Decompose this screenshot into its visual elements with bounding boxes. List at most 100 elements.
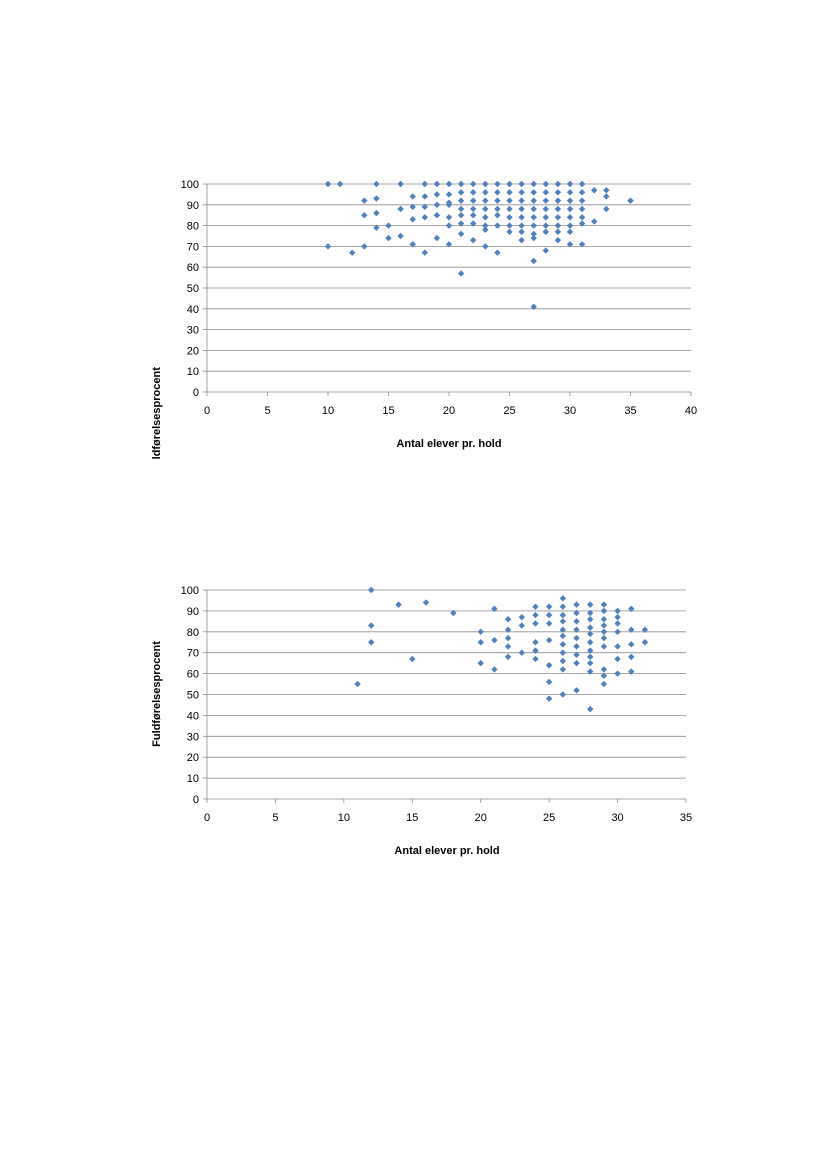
data-point: [518, 189, 525, 196]
data-point: [587, 668, 594, 675]
data-point: [603, 193, 610, 200]
x-tick-label: 30: [564, 405, 576, 417]
x-tick-label: 30: [611, 812, 623, 824]
data-point: [573, 609, 580, 617]
x-tick-label: 20: [475, 812, 487, 824]
data-point: [628, 668, 635, 675]
data-point: [530, 303, 537, 310]
data-point: [504, 616, 512, 623]
data-point: [566, 241, 574, 248]
data-point: [542, 180, 549, 188]
data-point: [530, 189, 537, 196]
data-point: [532, 620, 539, 627]
data-point: [573, 626, 580, 633]
data-point: [566, 214, 574, 221]
data-point: [559, 603, 567, 610]
data-point: [573, 659, 580, 667]
data-point: [578, 220, 586, 227]
y-tick-label: 40: [187, 304, 199, 316]
data-point: [532, 647, 539, 654]
data-point: [504, 634, 512, 642]
data-point: [506, 214, 513, 221]
data-point: [614, 670, 621, 677]
data-point: [445, 222, 453, 229]
data-point: [518, 649, 525, 656]
data-point: [457, 220, 465, 227]
y-tick-label: 100: [181, 585, 199, 597]
data-point: [506, 228, 513, 236]
data-points: [324, 180, 634, 310]
x-tick-label: 5: [272, 812, 278, 824]
data-point: [545, 636, 553, 644]
data-point: [397, 205, 404, 213]
data-point: [545, 603, 553, 610]
data-point: [600, 628, 608, 635]
data-point: [470, 212, 477, 219]
data-point: [600, 622, 608, 629]
data-point: [336, 180, 344, 188]
x-tick-label: 0: [204, 812, 210, 824]
data-point: [559, 595, 567, 602]
data-point: [600, 666, 608, 673]
x-tick-label: 10: [322, 405, 334, 417]
data-point: [482, 214, 489, 221]
data-point: [494, 205, 501, 213]
gridlines: [203, 589, 687, 803]
data-point: [587, 601, 594, 608]
data-point: [542, 228, 549, 236]
data-point: [641, 639, 649, 646]
data-point: [614, 607, 621, 615]
y-tick-label: 40: [187, 710, 199, 722]
data-point: [518, 205, 525, 213]
data-points: [354, 586, 649, 713]
data-point: [532, 603, 539, 610]
data-point: [457, 212, 465, 219]
gridlines: [203, 183, 692, 396]
scatter-chart-2: 0 10 20 30 40 50 60 70 80 90 100 0 5 10 15 20 25 30 35 Fu…: [0, 570, 826, 870]
data-point: [614, 620, 621, 627]
data-point: [566, 180, 574, 188]
data-point: [373, 224, 380, 231]
data-point: [504, 653, 512, 661]
data-point: [641, 626, 649, 633]
y-tick-label: 0: [193, 387, 199, 399]
data-point: [559, 691, 567, 698]
data-point: [482, 180, 489, 188]
data-point: [470, 189, 477, 196]
data-point: [506, 180, 513, 188]
data-point: [494, 189, 501, 196]
data-point: [600, 680, 608, 688]
data-point: [421, 249, 428, 256]
data-point: [628, 605, 635, 613]
data-point: [559, 618, 567, 625]
data-point: [530, 214, 537, 221]
data-point: [395, 601, 402, 608]
data-point: [545, 620, 553, 627]
y-tick-label: 90: [187, 606, 199, 618]
data-point: [542, 197, 549, 204]
data-point: [457, 205, 465, 213]
x-tick-label: 25: [503, 405, 515, 417]
data-point: [385, 222, 392, 229]
data-point: [409, 241, 416, 248]
data-point: [559, 666, 567, 673]
y-tick-label: 10: [187, 366, 199, 378]
data-point: [470, 197, 477, 204]
data-point: [530, 234, 537, 242]
y-tick-labels: 0 10 20 30 40 50 60 70 80 90 100: [181, 179, 199, 399]
data-point: [477, 628, 484, 635]
data-point: [506, 189, 513, 196]
data-point: [587, 616, 594, 623]
data-point: [587, 609, 594, 617]
data-point: [614, 628, 621, 635]
data-point: [603, 205, 610, 213]
data-point: [554, 214, 562, 221]
x-tick-label: 20: [443, 405, 455, 417]
data-point: [559, 649, 567, 656]
data-point: [578, 180, 586, 188]
data-point: [470, 205, 477, 213]
data-point: [530, 222, 537, 229]
data-point: [530, 180, 537, 188]
data-point: [494, 222, 501, 229]
data-point: [373, 195, 380, 202]
